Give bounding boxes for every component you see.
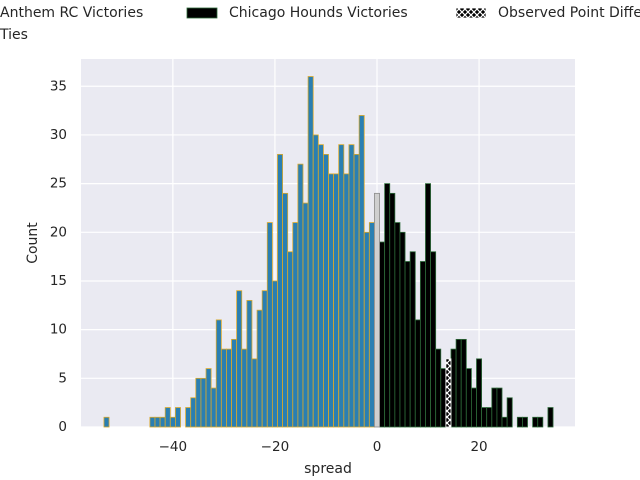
- bar: [445, 358, 452, 428]
- bar: [261, 290, 268, 428]
- bar: [374, 192, 380, 428]
- bar: [266, 222, 273, 428]
- bar: [363, 231, 370, 428]
- bar: [353, 154, 360, 428]
- bar: [506, 397, 513, 428]
- bar: [516, 416, 523, 428]
- y-tick-label: 25: [50, 176, 67, 192]
- x-tick-label: −20: [261, 439, 290, 455]
- bar: [537, 416, 544, 428]
- y-tick-label: 30: [50, 127, 67, 143]
- bar: [292, 222, 299, 428]
- y-tick-label: 0: [58, 419, 67, 435]
- bar: [175, 407, 181, 428]
- bar: [425, 183, 431, 428]
- bar: [486, 407, 493, 428]
- bar: [317, 144, 324, 428]
- bar: [226, 348, 232, 428]
- bar: [491, 387, 498, 428]
- bar: [241, 348, 248, 428]
- bar: [455, 338, 462, 428]
- bar: [236, 290, 243, 428]
- x-axis-label: spread: [304, 461, 352, 477]
- bar: [297, 163, 304, 428]
- bar: [302, 202, 309, 428]
- bar: [389, 192, 396, 428]
- x-tick-label: −40: [159, 439, 188, 455]
- bar: [368, 222, 375, 428]
- legend-label: Ties: [0, 27, 28, 43]
- bar: [190, 397, 197, 428]
- bar: [501, 416, 508, 428]
- bar: [522, 416, 528, 428]
- bar: [328, 173, 335, 428]
- bar: [476, 358, 483, 428]
- bar: [532, 416, 539, 428]
- bar: [185, 407, 192, 428]
- bar: [231, 338, 238, 428]
- bar: [205, 368, 212, 428]
- y-tick-label: 15: [50, 273, 67, 289]
- bar: [159, 416, 166, 428]
- bar: [465, 368, 472, 428]
- bar: [149, 416, 156, 428]
- legend-label: Observed Point Difference: [498, 5, 640, 21]
- bar: [404, 261, 411, 428]
- bar: [103, 416, 110, 428]
- bar: [450, 348, 457, 428]
- bar: [333, 173, 340, 428]
- bar: [312, 134, 319, 428]
- bar: [496, 387, 503, 428]
- bar: [200, 377, 207, 428]
- bar: [343, 173, 350, 428]
- bar: [220, 348, 227, 428]
- bar: [215, 319, 222, 428]
- legend-label: Anthem RC Victories: [0, 5, 143, 21]
- bar: [169, 416, 176, 428]
- x-tick-label: 20: [470, 439, 487, 455]
- x-tick-label: 0: [373, 439, 382, 455]
- bar: [164, 407, 171, 428]
- legend-swatch: [455, 7, 487, 19]
- bar: [282, 192, 289, 428]
- bar: [154, 416, 161, 428]
- bar: [471, 387, 477, 428]
- y-tick-label: 5: [58, 370, 67, 386]
- bar: [460, 338, 467, 428]
- y-tick-label: 10: [50, 322, 67, 338]
- y-axis-label: Count: [25, 222, 41, 264]
- bar: [338, 144, 345, 428]
- y-tick-label: 35: [50, 78, 67, 94]
- bar: [409, 251, 416, 428]
- bar: [419, 261, 426, 428]
- bar: [277, 154, 283, 428]
- bar: [394, 222, 401, 428]
- bar: [210, 387, 217, 428]
- bar: [287, 251, 294, 428]
- legend-swatch: [186, 7, 218, 19]
- bar: [271, 280, 278, 428]
- y-tick-label: 20: [50, 224, 67, 240]
- bar: [348, 144, 355, 428]
- bar: [481, 407, 488, 428]
- bar: [440, 368, 447, 428]
- bar: [399, 231, 406, 428]
- bar: [195, 377, 202, 428]
- bar: [358, 115, 365, 428]
- bar: [323, 154, 329, 428]
- bar: [307, 76, 314, 428]
- bar: [384, 183, 391, 428]
- bar: [414, 319, 421, 428]
- bar: [547, 407, 554, 428]
- bar: [430, 251, 437, 428]
- bar: [379, 241, 386, 428]
- bar: [246, 300, 253, 428]
- legend-label: Chicago Hounds Victories: [229, 5, 408, 21]
- bar: [251, 358, 258, 428]
- bar: [435, 348, 442, 428]
- bar: [256, 309, 263, 428]
